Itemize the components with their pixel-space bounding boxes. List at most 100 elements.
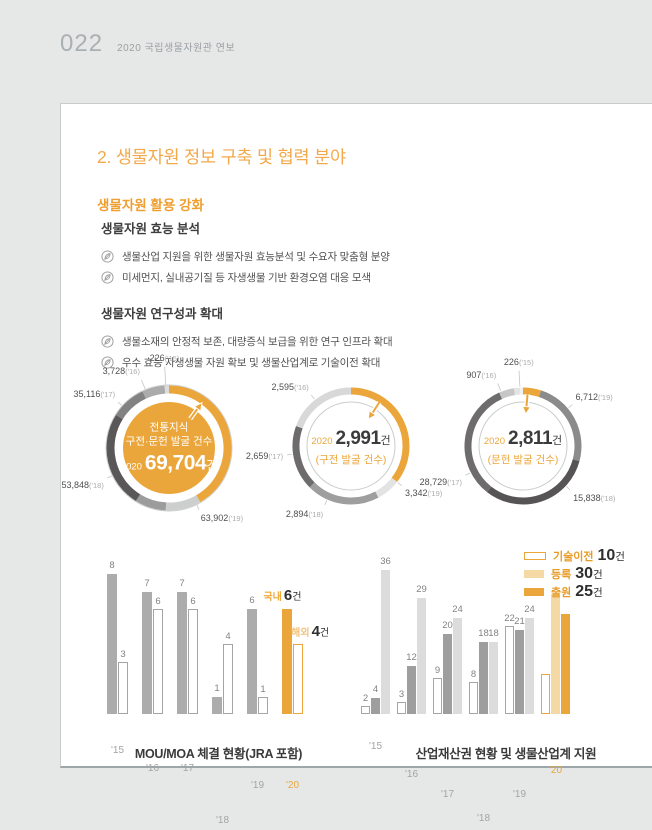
subsection-1: 생물자원 효능 분석 생물산업 지원을 위한 생물자원 효능분석 및 수요자 맞…	[101, 218, 601, 288]
subsection-heading: 생물자원 효능 분석	[101, 222, 200, 236]
donut-segment	[115, 391, 147, 420]
label-leader-line	[117, 401, 123, 406]
bar-chart-mou-moa-bars: 8 3'15 7 6'16 7 6'17 1 4'18 6 1'19 국내 6건 해외 4건 '20	[107, 547, 329, 826]
leaf-icon	[101, 356, 114, 369]
legend-item-등록: 등록 30 건	[524, 565, 625, 583]
donut-label-value: 2,595	[271, 382, 295, 393]
donut-thin-circle	[306, 401, 396, 491]
bar-value-label: 7	[179, 577, 185, 589]
bar-chart-ip-caption: 산업재산권 현황 및 생물산업계 지원	[415, 747, 597, 761]
leaf-icon	[101, 250, 114, 263]
trend-arrow-icon	[367, 401, 382, 421]
document-title: 2020 국립생물자원관 연보	[117, 43, 236, 54]
subsection-heading: 생물자원 연구성과 확대	[101, 307, 223, 321]
arrow-head	[367, 409, 377, 421]
bar-year-label: '19	[250, 780, 265, 791]
bar-출원-17: 24	[452, 604, 463, 714]
donut-chart-3: 226('15) 907('16) 28,729('17) 15,838('18) 6,…	[420, 356, 618, 534]
donut-label-year: ('18)	[600, 493, 616, 503]
donut-segment	[135, 494, 167, 511]
leaf-icon-wrap	[101, 335, 114, 348]
bar-year-label: '17	[180, 762, 195, 774]
annotation-number: 4	[311, 623, 320, 640]
bar-value-label: 22	[504, 613, 515, 624]
bar-value-label: 2	[362, 693, 369, 704]
bar-group-20: 국내 6건 해외 4건 '20	[263, 587, 329, 791]
bar-기술이전-20	[541, 674, 550, 714]
bar-출원-20	[561, 614, 570, 714]
bar-해외-16: 6	[153, 596, 163, 714]
bar-value-label: 6	[249, 595, 255, 606]
donut-center-disc	[123, 402, 215, 494]
annotation-unit: 건	[319, 628, 330, 639]
bar-year-label: '20	[285, 780, 300, 791]
annotation-label: 해외	[291, 628, 310, 639]
bar-chart-ip-legend: 기술이전 10 건 등록 30 건 출원 25 건	[524, 547, 625, 601]
bar-value-label: 18	[478, 628, 489, 639]
bar-chart-mou-moa-caption: MOU/MOA 체결 현황(JRA 포함)	[134, 747, 303, 761]
bar-value-label: 6	[190, 596, 196, 607]
donut-year-label: 3,342('19)	[405, 488, 442, 498]
bullet-item: 미세먼지, 실내공기질 등 자생생물 기반 환경오염 대응 모색	[101, 267, 601, 288]
label-leader-line	[397, 482, 403, 487]
legend-label: 기술이전	[553, 551, 594, 563]
bar-value-label: 20	[442, 620, 453, 631]
bullet-text: 생물소재의 안정적 보존, 대량증식 보급을 위한 연구 인프라 확대	[122, 336, 393, 348]
arrow-head	[521, 405, 532, 416]
legend-swatch-outline	[524, 552, 546, 560]
donut-year-label: 35,116('17)	[73, 389, 115, 399]
legend-number: 25	[575, 583, 594, 600]
bar-등록-20	[551, 594, 560, 714]
bar-group-17: 9 20 24 '17	[433, 604, 463, 800]
bar-국내-17: 7	[177, 578, 187, 714]
donut-label-year: ('18)	[89, 480, 104, 490]
bullet-item: 생물산업 지원을 위한 생물자원 효능분석 및 수요자 맞춤형 분양	[101, 246, 601, 267]
donut-segment	[464, 392, 503, 493]
bar-year-label: '17	[440, 789, 455, 800]
donut-center-title-line: 전통지식	[149, 421, 189, 434]
subsection-2: 생물자원 연구성과 확대 생물소재의 안정적 보존, 대량증식 보급을 위한 연…	[101, 303, 601, 373]
leaf-icon	[101, 271, 114, 284]
bar-국내-19: 6	[247, 595, 257, 714]
donut-year-label: 226('15)	[504, 357, 534, 367]
bar-year-label: '16	[145, 762, 160, 774]
donut-label-year: ('15)	[518, 357, 534, 367]
bullet-text: 우수 효능 자생생물 자원 확보 및 생물산업계로 기술이전 확대	[122, 357, 381, 369]
bar-국내-18: 1	[212, 683, 222, 714]
donut-label-value: 15,838	[573, 492, 601, 503]
donut-segment	[309, 482, 379, 505]
donut-segment	[499, 388, 516, 399]
legend-number: 10	[597, 547, 616, 564]
donut-label-year: ('17)	[100, 390, 116, 400]
leaf-icon-wrap	[101, 271, 114, 284]
label-leader-line	[164, 366, 167, 385]
bar-value-label: 6	[155, 596, 161, 607]
bar-year-label: '18	[215, 815, 230, 826]
donut-segment	[350, 387, 410, 483]
bar-value-label: 4	[372, 684, 379, 695]
donut-center-value: 2,811	[508, 428, 553, 449]
bar-value-label: 36	[380, 556, 391, 567]
legend-swatch-tan	[524, 570, 544, 578]
bar-해외-15: 3	[118, 649, 128, 714]
bar-annotation-해외: 해외 4건	[291, 623, 329, 641]
bar-group-16: 7 6 '16	[142, 578, 163, 774]
bar-출원-19: 24	[524, 604, 535, 714]
donut-segment	[513, 387, 521, 396]
bar-value-label: 1	[260, 683, 266, 695]
bullet-text: 미세먼지, 실내공기질 등 자생생물 기반 환경오염 대응 모색	[122, 272, 371, 284]
bar-value-label: 9	[434, 665, 441, 676]
bar-chart-ip-bars: 2 4 36'15 3 12 29'16 9 20 24'17 8 18 18'18 22 21 24'19…	[361, 547, 570, 824]
donut-center-unit: 건	[380, 435, 391, 447]
donut-center-year: 2020	[483, 436, 506, 447]
donut-segment	[538, 390, 582, 462]
bar-등록-18: 18	[478, 628, 489, 714]
subsections: 생물자원 효능 분석 생물산업 지원을 위한 생물자원 효능분석 및 수요자 맞…	[101, 218, 601, 388]
bar-출원-15: 36	[380, 556, 391, 714]
bar-year-label: '18	[476, 813, 491, 824]
donut-center-year: 2020	[311, 436, 333, 447]
leaf-icon-wrap	[101, 356, 114, 369]
donut-segment	[165, 495, 201, 511]
leaf-icon-wrap	[101, 250, 114, 263]
donut-label-year: ('17)	[447, 478, 462, 488]
